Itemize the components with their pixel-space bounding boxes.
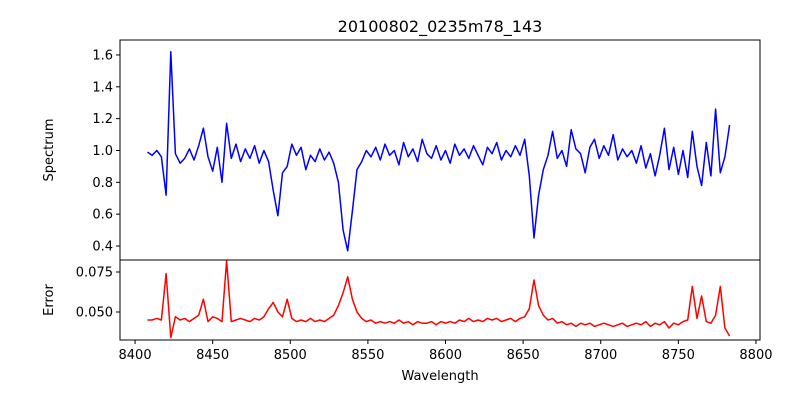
x-tick-label: 8750 bbox=[662, 348, 695, 363]
x-tick-label: 8450 bbox=[196, 348, 229, 363]
y-tick-label: 1.4 bbox=[92, 80, 113, 95]
y-tick-label: 1.0 bbox=[92, 144, 113, 159]
y-tick-label: 0.8 bbox=[92, 176, 113, 191]
x-tick-label: 8650 bbox=[507, 348, 540, 363]
y-tick-label: 1.2 bbox=[92, 112, 113, 127]
y-tick-label: 0.050 bbox=[76, 306, 113, 321]
y-tick-label: 0.6 bbox=[92, 208, 113, 223]
x-tick-label: 8600 bbox=[429, 348, 462, 363]
x-axis-label: Wavelength bbox=[401, 369, 478, 384]
y-tick-label: 0.4 bbox=[92, 239, 113, 254]
y-tick-label: 1.6 bbox=[92, 48, 113, 63]
x-tick-label: 8700 bbox=[584, 348, 617, 363]
spectrum-y-label: Spectrum bbox=[42, 119, 57, 182]
x-tick-label: 8400 bbox=[119, 348, 152, 363]
chart-title: 20100802_0235m78_143 bbox=[338, 17, 543, 37]
x-tick-label: 8800 bbox=[739, 348, 772, 363]
error-series-line bbox=[147, 260, 731, 339]
error-axes-frame bbox=[119, 259, 761, 341]
error-y-label: Error bbox=[42, 284, 57, 316]
x-tick-label: 8500 bbox=[274, 348, 307, 363]
spectrum-series-line bbox=[147, 51, 731, 252]
x-tick-label: 8550 bbox=[351, 348, 384, 363]
y-tick-label: 0.075 bbox=[76, 266, 113, 281]
